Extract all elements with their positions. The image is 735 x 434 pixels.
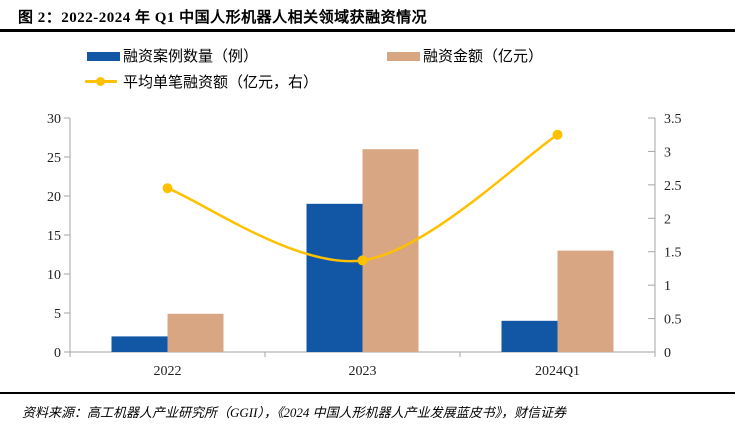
right-axis-tick-label: 1	[664, 279, 671, 294]
avg-point-2024Q1	[552, 129, 563, 140]
left-axis-tick-label: 20	[47, 190, 61, 205]
bar-amount-2023	[362, 149, 419, 352]
avg-point-2022	[162, 183, 173, 194]
left-axis-tick-label: 15	[47, 229, 61, 244]
left-axis-tick-label: 5	[54, 307, 61, 322]
x-axis-category-label: 2024Q1	[535, 364, 580, 379]
bar-cases-2022	[111, 336, 168, 352]
legend-swatch-amount	[387, 52, 420, 61]
bar-cases-2023	[306, 203, 363, 352]
title-divider	[0, 29, 735, 32]
right-axis-tick-label: 3.5	[664, 112, 682, 127]
legend-line-dot	[96, 77, 105, 86]
right-axis-tick-label: 2	[664, 212, 671, 227]
legend-label-amount: 融资金额（亿元）	[423, 48, 544, 65]
right-axis-tick-label: 2.5	[664, 179, 682, 194]
right-axis-tick-label: 0.5	[664, 313, 682, 328]
avg-point-2023	[357, 255, 368, 266]
bar-amount-2022	[167, 313, 224, 352]
left-axis-tick-label: 30	[47, 112, 61, 127]
x-axis-category-label: 2022	[154, 364, 182, 379]
bar-amount-2024Q1	[557, 250, 614, 352]
figure-title: 图 2：2022-2024 年 Q1 中国人形机器人相关领域获融资情况	[18, 10, 428, 26]
right-axis-tick-label: 1.5	[664, 246, 682, 261]
x-axis-category-label: 2023	[349, 364, 377, 379]
combo-chart: 0 5 10 15 20 25 30 0 0.5 1 1.5 2 2.5 3 3.5 2022 2023 2024…	[47, 112, 682, 379]
bar-cases-2024Q1	[501, 320, 558, 352]
left-axis-tick-label: 25	[47, 151, 61, 166]
right-axis-tick-label: 3	[664, 145, 671, 160]
legend-label-cases: 融资案例数量（例）	[123, 48, 259, 65]
left-axis-tick-label: 0	[54, 346, 61, 361]
source-divider	[0, 392, 735, 394]
legend-swatch-cases	[87, 52, 120, 61]
left-axis-tick-label: 10	[47, 268, 61, 283]
source-text: 资料来源：高工机器人产业研究所（GGII），《2024 中国人形机器人产业发展蓝…	[22, 405, 567, 420]
legend-label-avg: 平均单笔融资额（亿元，右）	[123, 74, 319, 91]
right-axis-tick-label: 0	[664, 346, 671, 361]
